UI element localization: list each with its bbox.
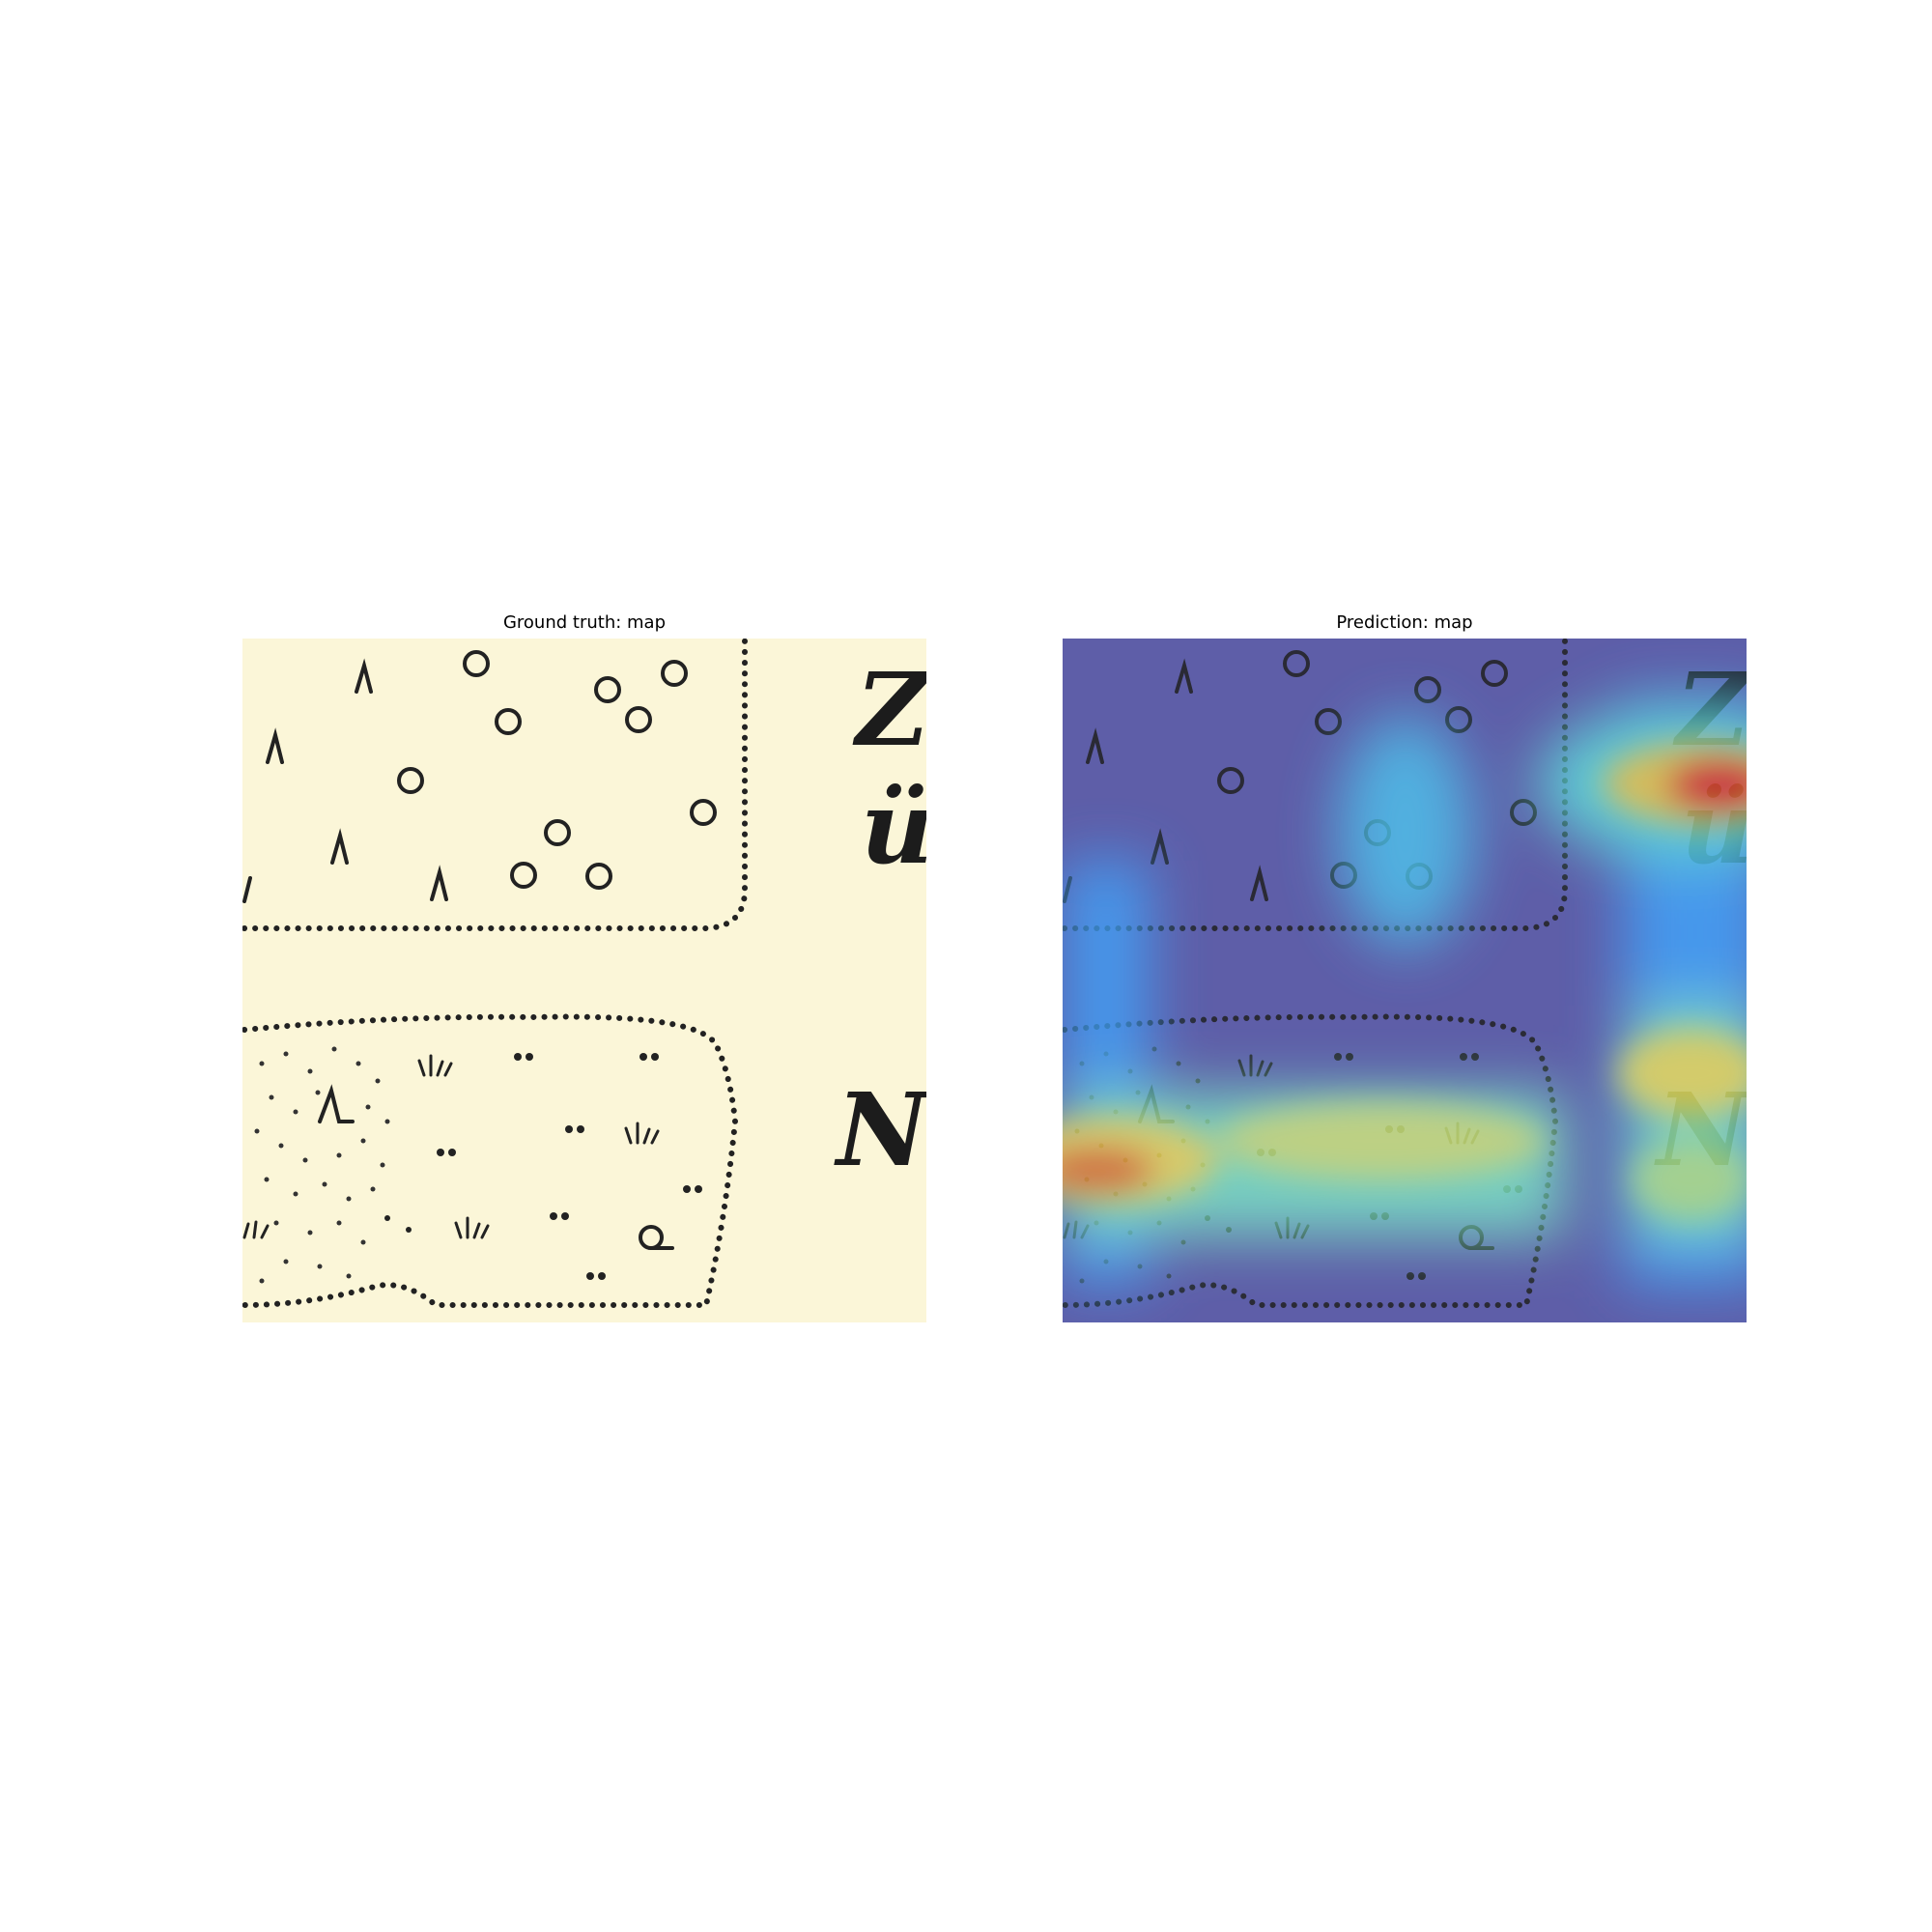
ground-truth-title: Ground truth: map	[502, 612, 667, 633]
prediction-heatmap-image	[1063, 639, 1747, 1322]
ground-truth-image: Z ü N	[242, 639, 926, 1322]
prediction-title: Prediction: map	[1336, 612, 1473, 633]
